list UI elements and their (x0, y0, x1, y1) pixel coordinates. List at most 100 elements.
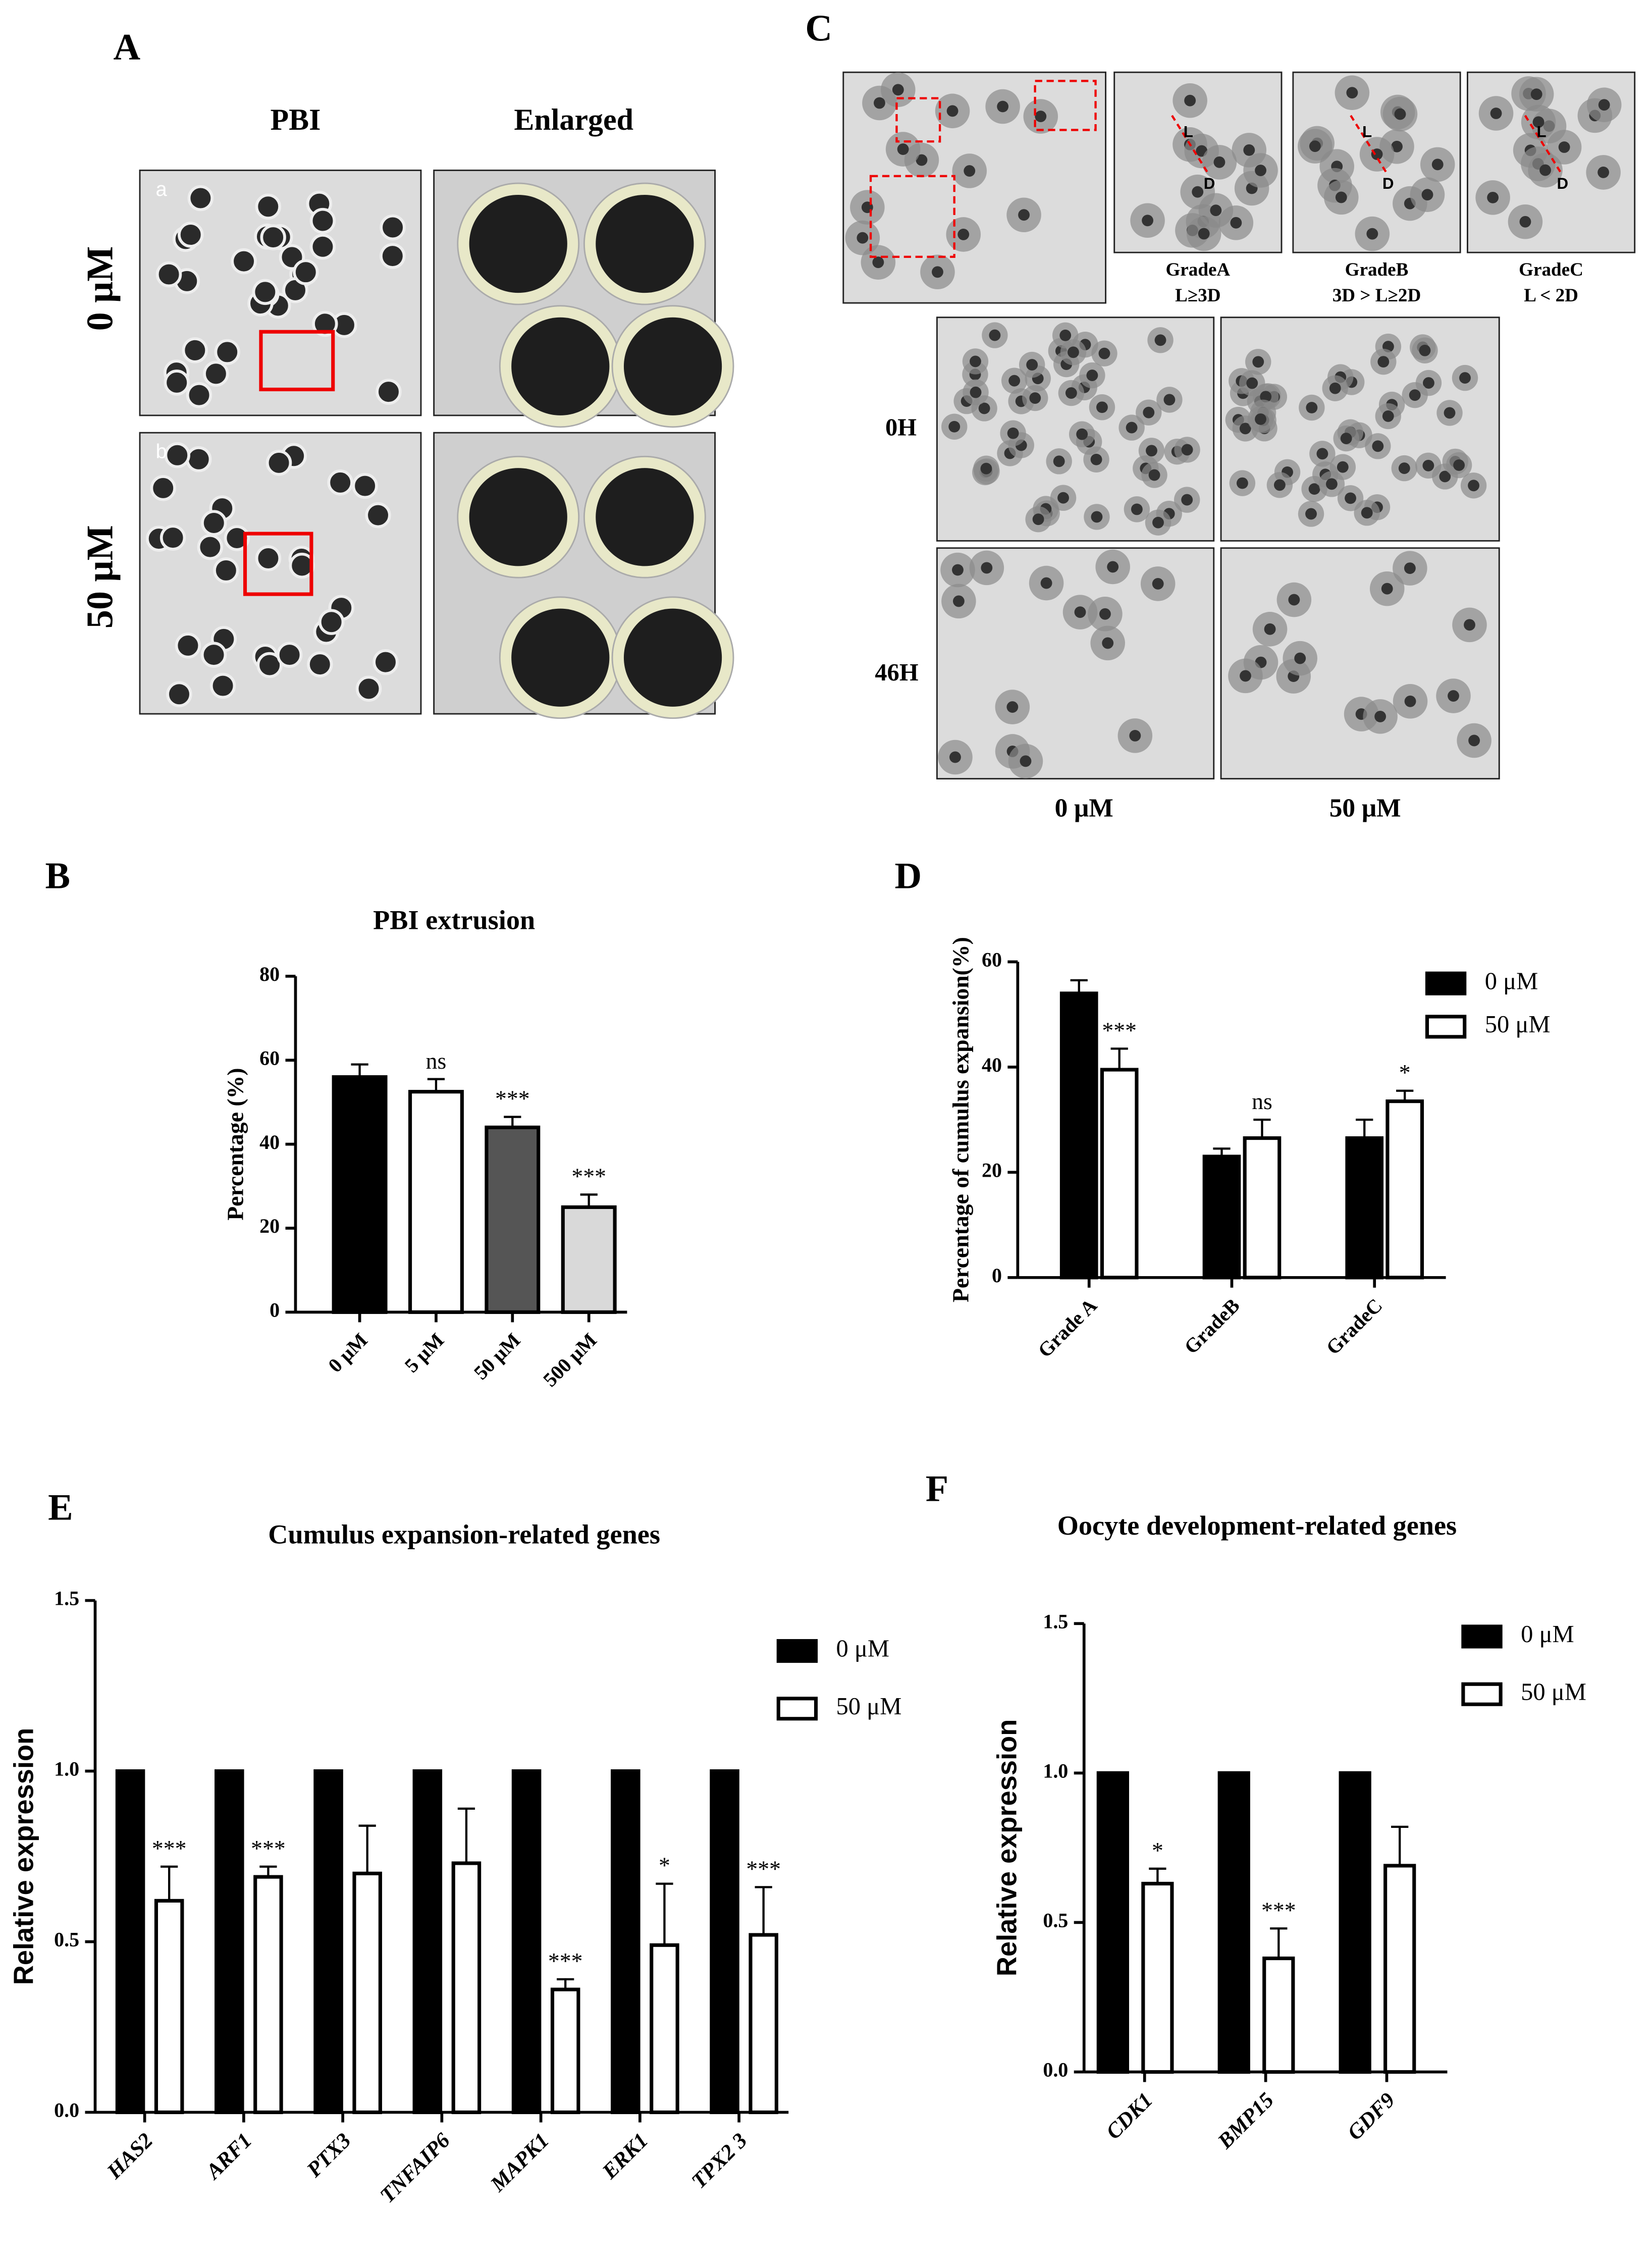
oocyte (1431, 159, 1444, 171)
oocyte (1273, 479, 1286, 491)
oocyte (185, 446, 212, 472)
oocyte (981, 562, 993, 574)
oocyte (949, 751, 961, 763)
oocyte (623, 317, 722, 415)
x-tick-label: GradeC (1321, 1294, 1387, 1359)
zoom-box (243, 532, 313, 596)
measure-mark: D (1382, 175, 1394, 192)
oocyte (1035, 111, 1047, 122)
oocyte (469, 194, 567, 293)
oocyte (1148, 469, 1160, 481)
oocyte (1040, 577, 1052, 589)
panel-letter: D (894, 856, 922, 897)
oocyte (289, 552, 315, 579)
y-tick-label: 20 (259, 1215, 280, 1237)
oocyte (1163, 394, 1176, 406)
oocyte (1210, 204, 1222, 217)
chart-title: Oocyte development-related genes (1057, 1510, 1457, 1541)
oocyte (1382, 410, 1394, 422)
legend-label: 0 μM (1521, 1620, 1574, 1648)
panel-letter: B (45, 856, 70, 897)
oocyte (187, 185, 214, 212)
oocyte (312, 310, 338, 337)
oocyte (1129, 729, 1141, 742)
row-label: 46H (875, 659, 918, 686)
oocyte (164, 370, 190, 396)
x-tick-label: 5 μM (400, 1329, 449, 1377)
oocyte (1008, 375, 1021, 387)
x-tick-label: TNFAIP6 (376, 2128, 455, 2207)
bar (1345, 1136, 1384, 1280)
oocyte (1029, 392, 1041, 404)
oocyte (1026, 359, 1038, 371)
y-tick-label: 0 (992, 1264, 1002, 1287)
bar (1385, 1099, 1424, 1280)
oocyte (201, 510, 227, 536)
oocyte (197, 534, 224, 560)
oocyte (1448, 690, 1459, 702)
oocyte (1459, 372, 1471, 384)
oocyte (1091, 511, 1103, 523)
bar (1100, 1068, 1139, 1280)
bar (412, 1769, 443, 2115)
oocyte (946, 105, 958, 117)
oocyte (255, 545, 282, 571)
x-tick-label: ARF1 (200, 2129, 256, 2185)
y-tick-label: 40 (259, 1131, 280, 1153)
oocyte (1018, 209, 1030, 221)
oocyte (203, 360, 229, 387)
y-tick-label: 60 (982, 949, 1002, 971)
oocyte (980, 462, 992, 475)
oocyte (372, 649, 399, 675)
oocyte (309, 234, 336, 260)
x-tick-label: CDK1 (1101, 2088, 1157, 2144)
significance: ns (1252, 1088, 1272, 1114)
oocyte (318, 609, 345, 635)
oocyte (1192, 186, 1204, 198)
legend-swatch (776, 1639, 818, 1663)
legend-swatch (776, 1697, 818, 1721)
oocyte (1065, 387, 1077, 399)
legend-swatch (1425, 1015, 1467, 1039)
oocyte (1598, 99, 1610, 111)
oocyte (1126, 422, 1138, 434)
x-tick-label: 0 μM (324, 1329, 372, 1377)
oocyte (1213, 156, 1225, 168)
oocyte (380, 243, 406, 269)
oocyte (1398, 462, 1410, 474)
bar (1096, 1771, 1129, 2074)
oocyte (1260, 391, 1272, 403)
oocyte (1309, 140, 1321, 152)
panel-letter: E (48, 1487, 73, 1529)
oocyte (1098, 347, 1110, 359)
oocyte (932, 266, 943, 278)
bar (313, 1769, 343, 2115)
oocyte (469, 468, 567, 566)
oocyte (1086, 370, 1098, 381)
bar (332, 1075, 388, 1314)
zoom-box (259, 330, 335, 392)
legend-swatch (1425, 971, 1467, 995)
grade-box (895, 97, 941, 143)
oocyte (1468, 480, 1479, 492)
oocyte (1181, 494, 1193, 506)
significance: * (1152, 1837, 1163, 1863)
bar (1262, 1956, 1295, 2074)
oocyte (1366, 228, 1378, 240)
y-tick-label: 40 (982, 1054, 1002, 1076)
bar (215, 1769, 244, 2115)
oocyte (892, 84, 904, 96)
chart-title: PBI extrusion (373, 905, 535, 935)
oocyte (1142, 215, 1154, 227)
column-title: PBI (270, 103, 321, 136)
oocyte (1007, 427, 1019, 439)
bar (1202, 1154, 1241, 1280)
y-tick-label: 1.0 (54, 1758, 79, 1780)
oocyte (1409, 389, 1421, 401)
oocyte (252, 279, 279, 305)
oocyte (1453, 459, 1465, 471)
oocyte (1374, 710, 1387, 722)
legend-label: 0 μM (836, 1635, 889, 1662)
oocyte (511, 608, 610, 707)
panel-letter: A (114, 26, 141, 68)
